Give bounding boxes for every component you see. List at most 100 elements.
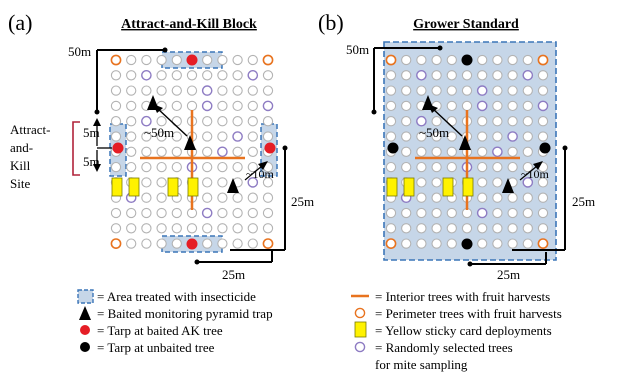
b-tree	[522, 207, 533, 219]
b-tree	[401, 85, 412, 96]
b-tree	[477, 161, 488, 173]
b-tree	[492, 192, 503, 203]
a-tree	[217, 161, 228, 173]
b-tree	[401, 116, 412, 127]
panel-b-label: (b)	[318, 10, 344, 35]
b-tree	[446, 238, 457, 249]
a-tree	[110, 131, 122, 142]
b-tree	[446, 146, 457, 157]
b-tree	[401, 146, 412, 157]
a-tree	[202, 116, 213, 127]
b-random-tree	[507, 131, 518, 142]
b-tree	[401, 238, 412, 249]
a-tree	[186, 100, 198, 112]
a-tree	[141, 192, 152, 203]
b-tree	[416, 161, 427, 173]
b-perimeter-tree	[385, 54, 397, 66]
b-random-tree	[476, 85, 488, 96]
dim-small-b: ~10m	[521, 167, 549, 181]
panel-b-title: Grower Standard	[413, 17, 519, 32]
a-tree	[156, 85, 167, 96]
dim-endpoint	[371, 109, 377, 115]
a-tree	[126, 146, 137, 157]
legend: = Area treated with insecticide = Baited…	[77, 289, 562, 372]
a-tree	[141, 146, 152, 157]
a-tree	[217, 100, 228, 112]
b-tree	[492, 223, 503, 234]
a-tree	[171, 146, 182, 157]
a-tree	[171, 238, 182, 249]
dim-top-b: 50m	[346, 42, 369, 57]
pyramid-trap-a-2	[184, 135, 196, 150]
a-random-tree	[262, 100, 274, 112]
panel-b: (b) Grower Standard ~50m ~10m 50m 25m	[318, 10, 595, 282]
b-tree	[385, 223, 397, 234]
b-tree	[401, 70, 412, 81]
a-tree	[217, 238, 228, 249]
a-tree	[110, 100, 122, 112]
b-sticky-card-4	[462, 177, 474, 197]
a-tree	[262, 131, 274, 142]
tarp-baited-bottom	[186, 238, 198, 250]
dim-endpoint	[467, 261, 473, 267]
b-perimeter-tree	[537, 238, 549, 249]
dim-endpoint	[194, 259, 200, 265]
b-tree	[416, 238, 427, 249]
a-tree	[171, 207, 182, 219]
b-random-tree	[476, 207, 488, 219]
a-tree	[202, 192, 213, 203]
a-random-tree	[232, 131, 243, 142]
b-tree	[446, 131, 457, 142]
b-tree	[492, 100, 503, 112]
a-tree	[126, 238, 137, 249]
legend-area-swatch	[77, 289, 94, 304]
b-tree	[507, 146, 518, 157]
dim-top-a: 50m	[68, 44, 91, 59]
b-tree	[477, 131, 488, 142]
a-tree	[141, 223, 152, 234]
b-tree	[401, 100, 412, 112]
a-tree	[141, 177, 152, 188]
a-tree	[126, 70, 137, 81]
b-tree	[416, 192, 427, 203]
a-tree	[202, 70, 213, 81]
a-perimeter-tree	[110, 54, 122, 66]
b-tree	[416, 223, 427, 234]
pyramid-trap-b-3	[502, 178, 514, 193]
a-tree	[126, 100, 137, 112]
panel-a: (a) Attract-and-Kill Block ~50m ~10m 50m	[8, 10, 314, 282]
dim-diag-a: ~50m	[144, 125, 174, 140]
b-tree	[507, 207, 518, 219]
a-tree	[232, 161, 243, 173]
a-tree	[247, 192, 258, 203]
b-tree	[431, 177, 442, 188]
b-tree	[461, 100, 473, 112]
tarp-unbaited-top	[461, 54, 473, 66]
dim-endpoint	[282, 145, 288, 151]
b-tree	[537, 70, 549, 81]
b-tree	[492, 131, 503, 142]
tarp-baited-top	[186, 54, 198, 66]
b-tree	[446, 70, 457, 81]
b-tree	[401, 54, 412, 66]
dim-endpoint	[437, 45, 443, 51]
b-tree	[446, 223, 457, 234]
legend-random-label: = Randomly selected trees	[375, 340, 513, 355]
a-tree	[202, 223, 213, 234]
a-random-tree	[141, 115, 152, 127]
a-tree	[141, 238, 152, 249]
a-tree	[202, 54, 213, 66]
b-tree	[507, 70, 518, 81]
b-tree	[522, 116, 533, 127]
a-tree	[247, 100, 258, 112]
dim-bottom-b: 25m	[497, 267, 520, 282]
a-tree	[156, 207, 167, 219]
a-tree	[262, 70, 274, 81]
b-tree	[477, 146, 488, 157]
a-tree	[171, 223, 182, 234]
site-label-line-3: Kill	[10, 158, 31, 173]
legend-tarp-baited-swatch	[80, 325, 90, 335]
b-tree	[522, 146, 533, 157]
a-tree	[110, 223, 122, 234]
